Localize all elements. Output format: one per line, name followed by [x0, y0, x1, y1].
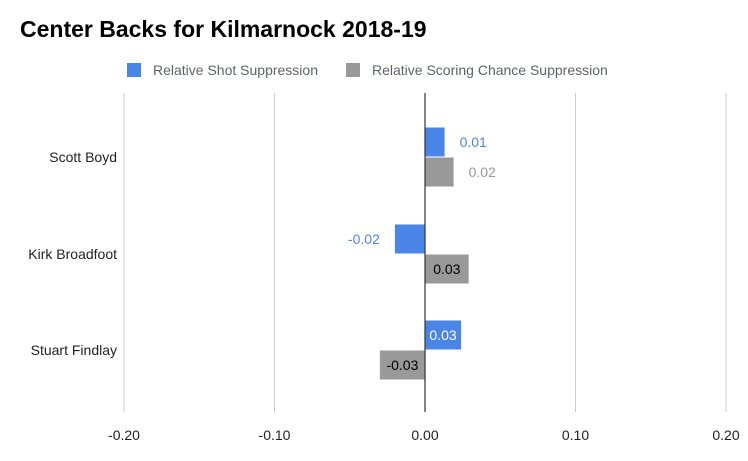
legend-label-1: Relative Scoring Chance Suppression — [372, 62, 608, 78]
x-tick-label: -0.20 — [108, 427, 140, 443]
data-label: 0.03 — [429, 327, 456, 343]
category-label: Stuart Findlay — [31, 342, 117, 358]
x-tick-label: 0.00 — [411, 427, 438, 443]
data-label: 0.03 — [433, 261, 460, 277]
data-label: -0.02 — [348, 231, 380, 247]
x-tick-label: 0.20 — [712, 427, 739, 443]
x-tick-label: 0.10 — [562, 427, 589, 443]
legend-swatch-0 — [127, 63, 141, 77]
bar-0-2 — [425, 320, 462, 350]
category-label: Scott Boyd — [49, 149, 117, 165]
category-label: Kirk Broadfoot — [28, 246, 117, 262]
bar-1-1 — [425, 254, 469, 284]
chart-title: Center Backs for Kilmarnock 2018-19 — [20, 16, 427, 42]
legend-swatch-1 — [346, 63, 360, 77]
bar-0-0 — [425, 127, 445, 157]
data-label: 0.02 — [469, 164, 496, 180]
data-label: -0.03 — [386, 357, 418, 373]
bar-1-2 — [379, 350, 425, 380]
legend-label-0: Relative Shot Suppression — [153, 62, 318, 78]
data-label: 0.01 — [460, 134, 487, 150]
bar-1-0 — [425, 157, 454, 187]
bar-0-1 — [394, 224, 425, 254]
x-tick-label: -0.10 — [259, 427, 291, 443]
